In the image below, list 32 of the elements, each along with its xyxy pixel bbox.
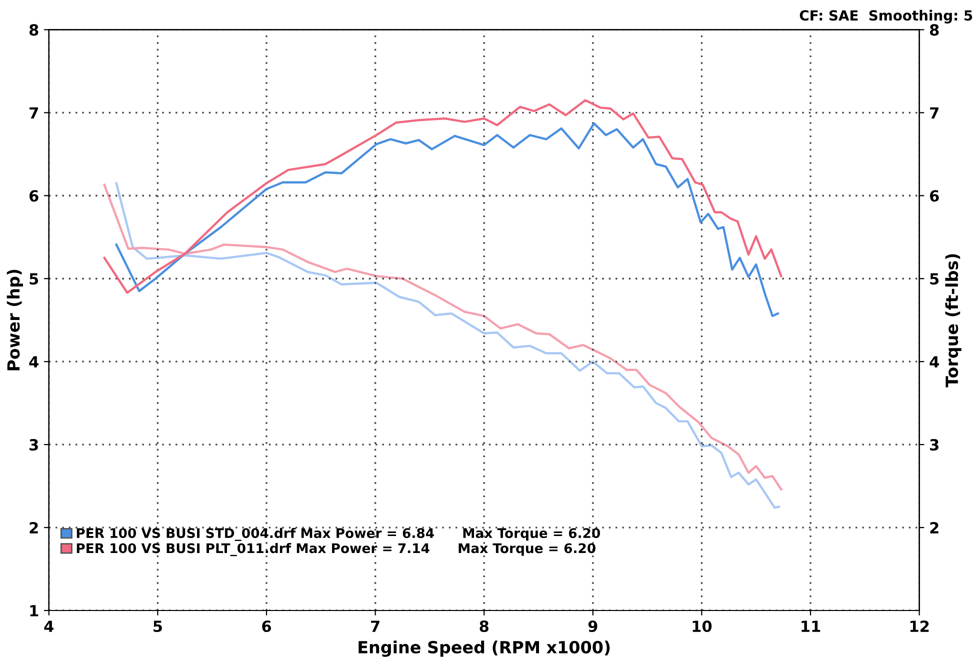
y2-tick-label: 4 [930, 356, 939, 368]
y-tick-label: 8 [29, 24, 38, 36]
y-tick-label: 5 [30, 273, 38, 285]
y2-tick-label: 3 [930, 439, 938, 451]
x-tick-label: 5 [154, 620, 162, 632]
y2-tick-label: 8 [930, 24, 939, 36]
y2-tick-label: 7 [930, 107, 938, 118]
y-tick-label: 3 [30, 439, 38, 451]
y-tick-label: 4 [29, 356, 38, 368]
y-tick-label: 1 [30, 605, 38, 616]
y-axis-title: Power (hp) [6, 270, 23, 370]
x-tick-label: 6 [262, 620, 271, 632]
text: CF: SAE Smoothing: 5 [800, 10, 972, 24]
x-tick-label: 12 [910, 620, 929, 632]
x-axis-title: Engine Speed (RPM x1000) [358, 640, 610, 657]
x-tick-label: 4 [44, 620, 54, 632]
y-tick-label: 2 [30, 522, 38, 534]
x-tick-label: 9 [588, 620, 598, 632]
line-series [115, 122, 779, 318]
y2-axis-title: Torque (ft-lbs) [945, 254, 962, 388]
x-tick-label: 7 [371, 620, 380, 632]
y-tick-label: 7 [30, 107, 38, 118]
y2-tick-label: 2 [930, 522, 938, 534]
x-tick-label: 11 [802, 620, 820, 632]
legend-label: PER 100 VS BUSI PLT_011.drf Max Power = 7.14 Max Torque = 6.20 [76, 542, 596, 556]
x-tick-label: 8 [480, 620, 488, 632]
y2-tick-label: 5 [930, 273, 939, 285]
y-tick-label: 6 [29, 190, 38, 202]
legend-label: PER 100 VS BUSI STD_004.drf Max Power = 6.84 Max Torque = 6.20 [76, 528, 600, 542]
x-tick-label: 10 [692, 620, 712, 632]
line-series [103, 99, 782, 294]
y2-tick-label: 6 [930, 190, 939, 202]
